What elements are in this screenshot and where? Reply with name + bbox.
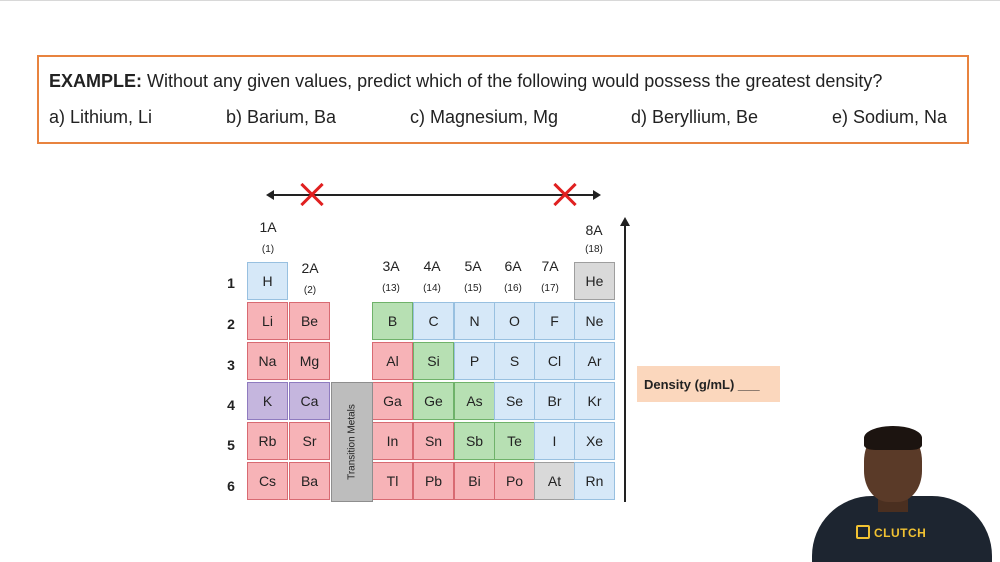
element-xe: Xe <box>574 422 615 460</box>
element-rn: Rn <box>574 462 615 500</box>
group-number-17: (17) <box>541 283 559 294</box>
element-s: S <box>494 342 535 380</box>
element-k: K <box>247 382 288 420</box>
element-si: Si <box>413 342 454 380</box>
option-b[interactable]: b) Barium, Ba <box>226 107 337 127</box>
group-number-15: (15) <box>464 283 482 294</box>
group-label-5a: 5A <box>464 258 482 274</box>
element-ne: Ne <box>574 302 615 340</box>
top-divider <box>0 0 1000 1</box>
arrow-right-icon <box>593 190 601 200</box>
group-label-1a: 1A <box>259 219 277 235</box>
element-as: As <box>454 382 495 420</box>
element-pb: Pb <box>413 462 454 500</box>
clutch-logo-text: CLUTCH <box>874 526 927 540</box>
element-mg: Mg <box>289 342 330 380</box>
period-label-5: 5 <box>227 437 235 453</box>
period-label-3: 3 <box>227 357 235 373</box>
option-d[interactable]: d) Beryllium, Be <box>631 107 759 127</box>
option-c[interactable]: c) Magnesium, Mg <box>410 107 559 127</box>
element-bi: Bi <box>454 462 495 500</box>
example-box: EXAMPLE: Without any given values, predi… <box>37 55 969 144</box>
cross-icon-left <box>299 182 325 208</box>
group-number-14: (14) <box>423 283 441 294</box>
group-label-4a: 4A <box>423 258 441 274</box>
vertical-arrow <box>624 224 626 502</box>
element-ba: Ba <box>289 462 330 500</box>
question-body: Without any given values, predict which … <box>142 71 883 91</box>
example-label: EXAMPLE: <box>49 71 143 91</box>
density-label: Density (g/mL) ___ <box>637 366 780 402</box>
period-label-2: 2 <box>227 316 235 332</box>
element-o: O <box>494 302 535 340</box>
element-sn: Sn <box>413 422 454 460</box>
element-i: I <box>534 422 575 460</box>
group-label-7a: 7A <box>541 258 559 274</box>
group-label-6a: 6A <box>504 258 522 274</box>
element-cs: Cs <box>247 462 288 500</box>
element-na: Na <box>247 342 288 380</box>
element-p: P <box>454 342 495 380</box>
element-li: Li <box>247 302 288 340</box>
element-in: In <box>372 422 413 460</box>
element-te: Te <box>494 422 535 460</box>
period-label-4: 4 <box>227 397 235 413</box>
element-kr: Kr <box>574 382 615 420</box>
option-e[interactable]: e) Sodium, Na <box>832 107 948 127</box>
element-ar: Ar <box>574 342 615 380</box>
element-sb: Sb <box>454 422 495 460</box>
transition-metals-block: Transition Metals <box>331 382 373 502</box>
element-at: At <box>534 462 575 500</box>
horizontal-arrow <box>268 194 598 196</box>
element-sr: Sr <box>289 422 330 460</box>
element-ga: Ga <box>372 382 413 420</box>
element-h: H <box>247 262 288 300</box>
period-label-1: 1 <box>227 275 235 291</box>
presenter-video: CLUTCH <box>812 418 1000 562</box>
element-ge: Ge <box>413 382 454 420</box>
group-number-16: (16) <box>504 283 522 294</box>
element-ca: Ca <box>289 382 330 420</box>
element-br: Br <box>534 382 575 420</box>
group-label-8a: 8A <box>585 222 603 238</box>
element-he: He <box>574 262 615 300</box>
element-c: C <box>413 302 454 340</box>
element-se: Se <box>494 382 535 420</box>
element-b: B <box>372 302 413 340</box>
element-tl: Tl <box>372 462 413 500</box>
group-number-18: (18) <box>585 244 603 255</box>
group-number-13: (13) <box>382 283 400 294</box>
group-number-2: (2) <box>303 285 317 296</box>
cross-icon-right <box>552 182 578 208</box>
element-n: N <box>454 302 495 340</box>
group-label-2a: 2A <box>301 260 319 276</box>
group-label-3a: 3A <box>382 258 400 274</box>
option-a[interactable]: a) Lithium, Li <box>49 107 153 127</box>
clutch-logo-icon <box>856 525 870 539</box>
question-text: EXAMPLE: Without any given values, predi… <box>49 71 882 92</box>
element-po: Po <box>494 462 535 500</box>
element-al: Al <box>372 342 413 380</box>
element-be: Be <box>289 302 330 340</box>
element-f: F <box>534 302 575 340</box>
element-rb: Rb <box>247 422 288 460</box>
arrow-up-icon <box>620 217 630 226</box>
element-cl: Cl <box>534 342 575 380</box>
clutch-logo: CLUTCH <box>856 525 926 540</box>
group-number-1: (1) <box>261 244 275 255</box>
arrow-left-icon <box>266 190 274 200</box>
transition-metals-label: Transition Metals <box>346 404 358 480</box>
period-label-6: 6 <box>227 478 235 494</box>
presenter-hair <box>864 426 922 450</box>
